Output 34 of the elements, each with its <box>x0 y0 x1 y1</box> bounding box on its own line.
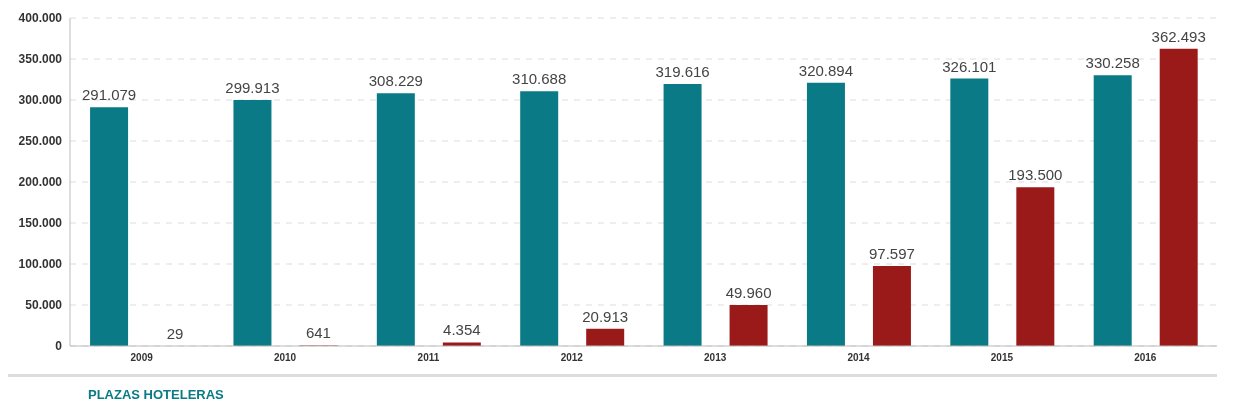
x-tick-label: 2014 <box>847 352 871 364</box>
data-label: 310.688 <box>512 70 567 88</box>
data-label: 299.913 <box>225 79 280 97</box>
data-label: 308.229 <box>368 72 423 90</box>
data-label: 29 <box>166 324 184 342</box>
x-tick-label: 2011 <box>417 352 440 364</box>
data-label: 641 <box>305 324 331 342</box>
x-tick-label: 2015 <box>990 352 1014 364</box>
y-tick-label: 400.000 <box>18 11 63 26</box>
y-tick-label: 0 <box>55 339 63 354</box>
data-label: 326.101 <box>942 57 997 75</box>
y-tick-label: 300.000 <box>18 93 63 108</box>
x-tick-label: 2013 <box>704 352 727 364</box>
y-tick-label: 100.000 <box>18 257 63 272</box>
y-tick-label: 50.000 <box>25 298 63 313</box>
data-label: 193.500 <box>1008 166 1063 184</box>
data-label: 20.913 <box>582 307 629 325</box>
x-tick-label: 2012 <box>560 352 584 364</box>
data-label: 97.597 <box>869 244 915 262</box>
y-tick-label: 150.000 <box>18 216 63 231</box>
x-tick-label: 2010 <box>273 352 297 364</box>
data-label: 320.894 <box>798 61 854 79</box>
y-tick-label: 250.000 <box>18 134 63 149</box>
y-tick-label: 350.000 <box>18 52 63 67</box>
data-label: 291.079 <box>81 86 137 104</box>
data-label: 362.493 <box>1151 27 1206 45</box>
text: PLAZAS HOTELERAS <box>88 387 224 402</box>
x-tick-label: 2016 <box>1134 352 1157 364</box>
data-label: 49.960 <box>725 284 772 302</box>
y-tick-label: 200.000 <box>18 175 63 190</box>
x-tick-label: 2009 <box>130 352 154 364</box>
data-label: 4.354 <box>443 321 481 339</box>
data-label: 319.616 <box>655 62 710 80</box>
data-label: 330.258 <box>1085 54 1140 72</box>
